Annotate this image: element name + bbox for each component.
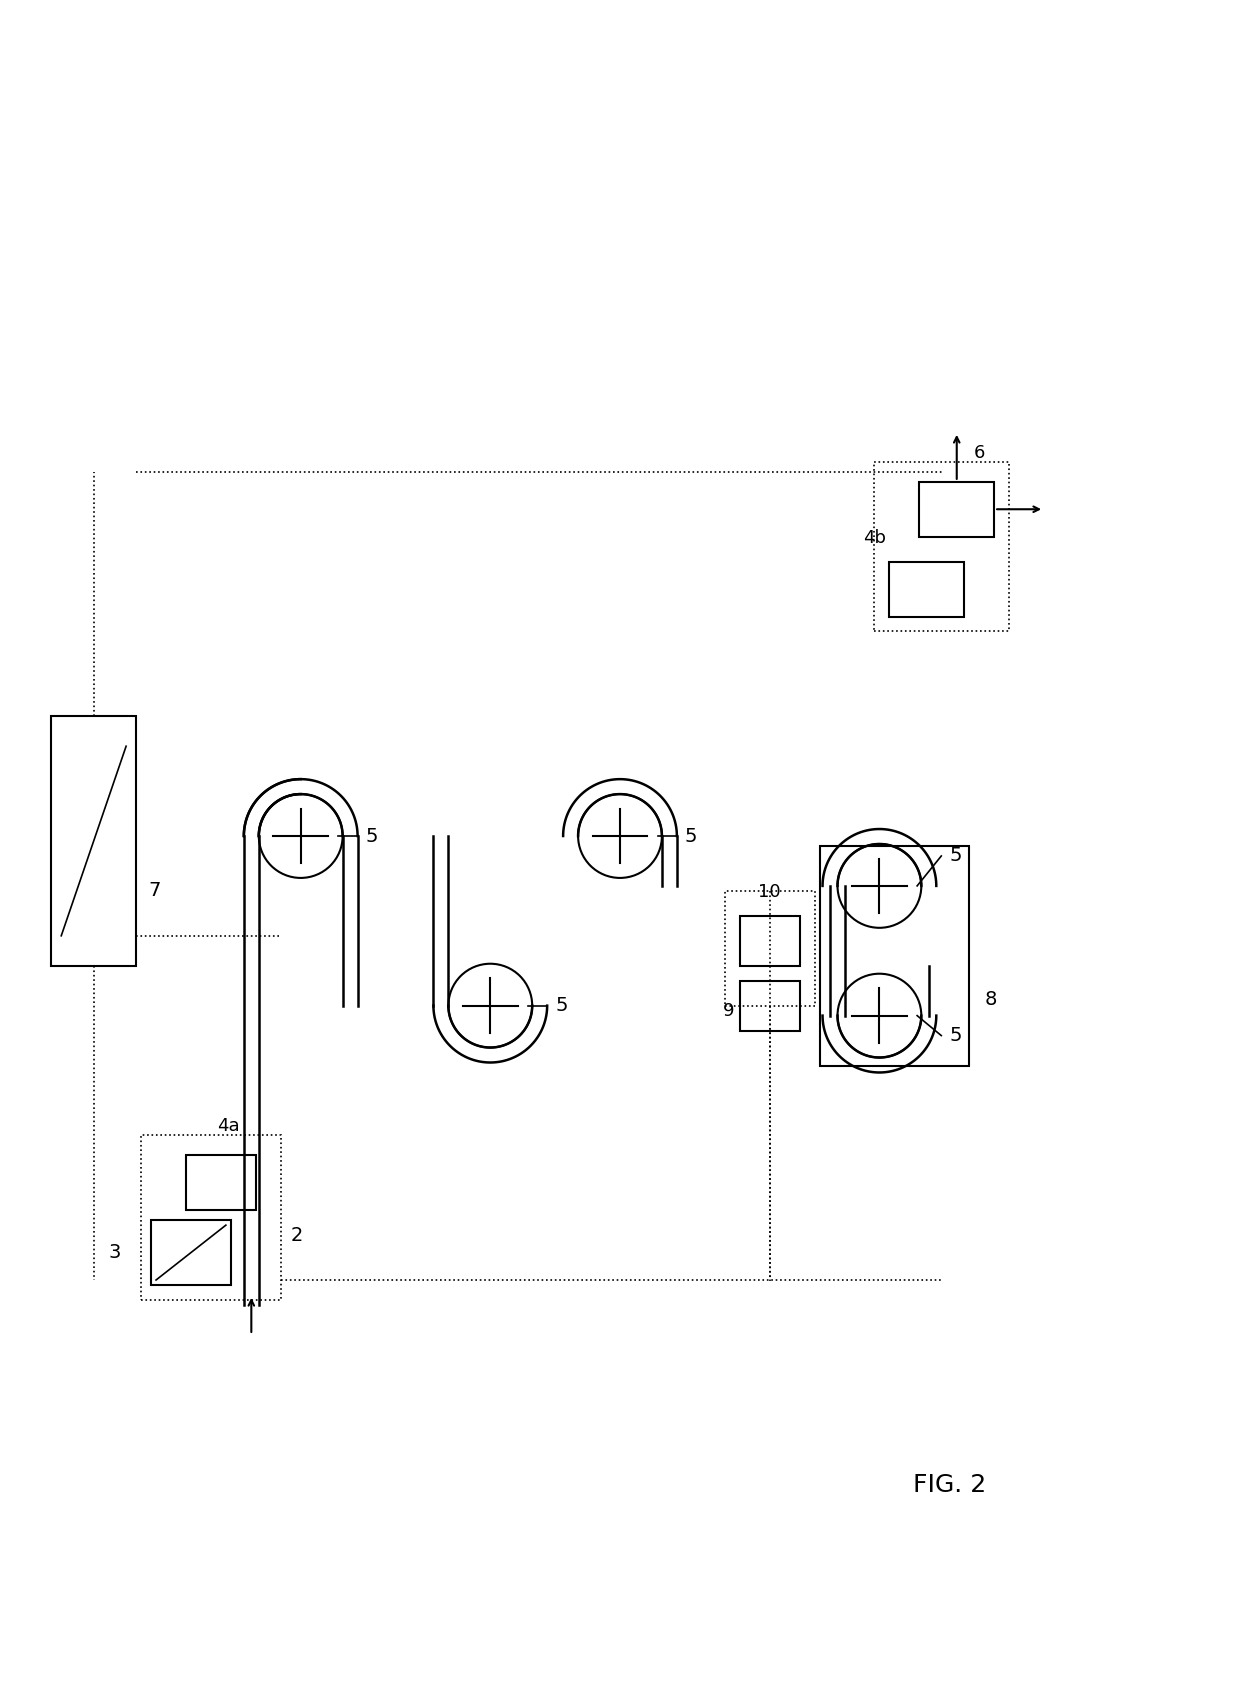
Bar [820,846,970,1066]
Text: 3: 3 [109,1243,122,1263]
Bar [919,482,994,536]
Bar [740,981,800,1030]
Text: 7: 7 [148,882,160,900]
Bar [186,1155,255,1211]
Text: FIG. 2: FIG. 2 [913,1472,986,1497]
Bar [141,1135,280,1300]
Bar [51,717,136,966]
Bar [151,1221,231,1285]
Text: 5: 5 [366,826,378,845]
Text: 9: 9 [723,1001,735,1020]
Text: 6: 6 [973,443,985,462]
Text: 8: 8 [985,990,997,1010]
Text: 4b: 4b [863,529,885,546]
Text: 2: 2 [290,1226,303,1244]
Bar [724,890,815,1005]
Bar [889,561,965,617]
Bar [740,915,800,966]
Text: 5: 5 [556,996,568,1015]
Text: 5: 5 [950,846,962,865]
Text: 5: 5 [684,826,697,845]
Text: 4a: 4a [217,1118,239,1135]
Text: 10: 10 [759,883,781,900]
Bar [874,462,1009,632]
Text: 5: 5 [950,1027,962,1045]
